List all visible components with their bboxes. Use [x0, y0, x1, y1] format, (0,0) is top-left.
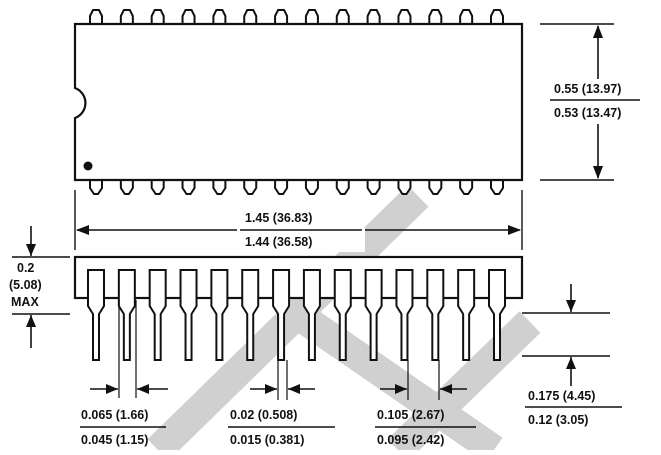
side-lead — [87, 269, 105, 361]
side-lead — [210, 269, 229, 361]
arrow-head — [440, 384, 452, 394]
side-lead — [395, 269, 414, 361]
bottom-pin — [335, 180, 350, 195]
bottom-pin — [428, 180, 443, 195]
arrow-head — [137, 384, 149, 394]
top-pin — [243, 9, 258, 24]
tip-max-label: 0.02 (0.508) — [230, 408, 297, 422]
top-pin — [274, 9, 289, 24]
side-lead — [488, 269, 506, 361]
bottom-pin — [397, 180, 412, 195]
top-pin — [304, 9, 319, 24]
top-pins-upper — [89, 9, 504, 24]
height-label-line3: MAX — [11, 295, 39, 309]
pitch-min-label: 0.095 (2.42) — [377, 433, 444, 447]
side-lead — [272, 269, 291, 361]
top-pin — [459, 9, 474, 24]
bottom-pin — [490, 180, 504, 195]
bottom-pin — [119, 180, 134, 195]
top-pin — [335, 9, 350, 24]
top-pin — [490, 9, 504, 24]
tip-width-dimension — [228, 360, 335, 428]
lead-length-min-label: 0.12 (3.05) — [528, 413, 588, 427]
arrow-head — [566, 300, 576, 312]
arrow-head — [106, 384, 118, 394]
shoulder-max-label: 0.065 (1.66) — [81, 408, 148, 422]
top-pin — [181, 9, 196, 24]
arrow-head — [288, 384, 300, 394]
pitch-max-label: 0.105 (2.67) — [377, 408, 444, 422]
bottom-pin — [304, 180, 319, 195]
top-view-body — [73, 22, 524, 182]
top-view — [73, 9, 524, 195]
top-pin — [89, 9, 103, 24]
side-lead — [179, 269, 198, 361]
lead-length-dimension — [522, 284, 622, 408]
arrow-head — [265, 384, 277, 394]
pitch-dimension — [375, 360, 476, 428]
bottom-pin — [150, 180, 165, 195]
arrow-head — [566, 357, 576, 369]
arrow-head — [26, 244, 36, 256]
height-dimension — [12, 226, 70, 348]
width-max-label: 0.55 (13.97) — [554, 82, 621, 96]
shoulder-min-label: 0.045 (1.15) — [81, 433, 148, 447]
side-lead — [148, 269, 167, 361]
side-lead — [117, 269, 136, 361]
lead-length-max-label: 0.175 (4.45) — [528, 389, 595, 403]
side-view-body — [73, 255, 524, 300]
side-view — [73, 255, 524, 361]
tip-min-label: 0.015 (0.381) — [230, 433, 304, 447]
length-min-label: 1.44 (36.58) — [245, 235, 312, 249]
arrow-head — [395, 384, 407, 394]
side-lead — [241, 269, 260, 361]
top-pin — [366, 9, 381, 24]
side-lead — [333, 269, 352, 361]
length-max-label: 1.45 (36.83) — [245, 211, 312, 225]
arrow-head — [508, 225, 521, 235]
shoulder-width-dimension — [80, 300, 168, 428]
top-pin — [397, 9, 412, 24]
bottom-pin — [212, 180, 227, 195]
side-lead — [364, 269, 383, 361]
width-min-label: 0.53 (13.47) — [554, 106, 621, 120]
arrow-head — [26, 315, 36, 327]
side-lead — [457, 269, 476, 361]
bottom-pin — [89, 180, 103, 195]
top-pin — [150, 9, 165, 24]
bottom-pin — [243, 180, 258, 195]
side-lead — [302, 269, 321, 361]
top-pins-lower — [89, 180, 504, 195]
width-dimension — [540, 23, 640, 181]
height-label-line2: (5.08) — [9, 278, 42, 292]
top-pin — [428, 9, 443, 24]
pin1-marker-dot — [83, 161, 93, 171]
top-pin — [119, 9, 134, 24]
height-label-line1: 0.2 — [17, 261, 34, 275]
bottom-pin — [366, 180, 381, 195]
watermark-stroke — [387, 311, 541, 455]
arrow-head — [593, 25, 603, 38]
length-label-backdrop — [237, 206, 365, 252]
side-leads — [87, 269, 506, 361]
arrow-head — [593, 166, 603, 179]
bottom-pin — [181, 180, 196, 195]
side-lead — [426, 269, 445, 361]
bottom-pin — [459, 180, 474, 195]
bottom-pin — [274, 180, 289, 195]
arrow-head — [76, 225, 89, 235]
top-pin — [212, 9, 227, 24]
